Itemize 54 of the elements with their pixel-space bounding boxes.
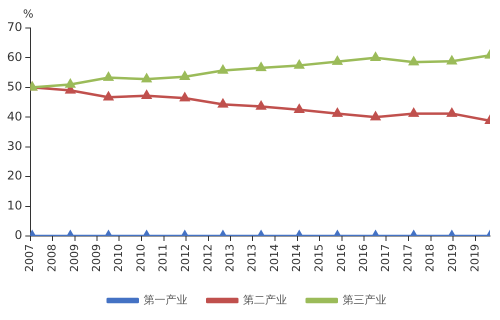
point xyxy=(180,71,190,80)
x-tick-label: 2018 xyxy=(424,244,437,272)
y-tick-label: 40 xyxy=(6,109,22,124)
x-tick-label: 2013 xyxy=(246,244,259,272)
y-tick-label: 50 xyxy=(6,80,22,94)
point xyxy=(104,92,114,100)
point xyxy=(66,79,76,88)
point xyxy=(408,108,418,117)
x-tick-label: 2009 xyxy=(68,244,81,272)
x-tick-label: 2017 xyxy=(379,244,392,272)
x-tick-label: 2016 xyxy=(356,244,370,272)
legend-label: 第一产业 xyxy=(143,293,188,306)
x-tick-label: 2013 xyxy=(223,244,236,272)
x-tick-label: 2012 xyxy=(178,244,192,272)
x-tick-label: 2008 xyxy=(45,244,58,272)
y-tick-label: 10 xyxy=(6,198,22,212)
point xyxy=(447,56,457,65)
point xyxy=(294,104,304,113)
point xyxy=(218,99,228,108)
point xyxy=(408,56,418,66)
point xyxy=(332,108,342,117)
legend-label: 第二产业 xyxy=(242,293,287,306)
x-tick-label: 2019 xyxy=(468,244,482,272)
x-tick-label: 2015 xyxy=(312,244,326,272)
point xyxy=(332,56,342,65)
y-tick-label: 0 xyxy=(14,228,22,242)
x-tick-label: 2014 xyxy=(268,244,282,272)
x-tick-label: 2009 xyxy=(90,244,103,272)
x-tick-label: 2017 xyxy=(402,244,415,272)
x-tick-label: 2014 xyxy=(290,244,304,272)
point xyxy=(256,62,266,72)
x-tick-label: 2010 xyxy=(112,244,126,272)
x-tick-label: 2012 xyxy=(201,244,214,272)
x-tick-label: 2011 xyxy=(156,244,170,272)
x-tick-label: 2010 xyxy=(134,244,148,272)
y-axis-title: % xyxy=(23,7,34,20)
point xyxy=(294,60,304,69)
point xyxy=(256,101,266,110)
y-tick-label: 30 xyxy=(6,138,22,153)
y-tick-label: 20 xyxy=(6,168,22,183)
y-tick-label: 70 xyxy=(6,20,22,34)
x-tick-label: 2019 xyxy=(446,244,459,272)
point xyxy=(447,108,457,117)
point xyxy=(142,74,152,82)
point xyxy=(218,65,228,74)
legend-label: 第三产业 xyxy=(342,293,386,306)
point xyxy=(370,52,380,61)
x-tick-label: 2007 xyxy=(23,244,36,272)
y-tick-label: 60 xyxy=(6,50,22,64)
point xyxy=(104,72,114,81)
point xyxy=(370,112,380,120)
point xyxy=(180,92,190,102)
point xyxy=(142,90,152,99)
x-tick-label: 2016 xyxy=(334,244,348,272)
